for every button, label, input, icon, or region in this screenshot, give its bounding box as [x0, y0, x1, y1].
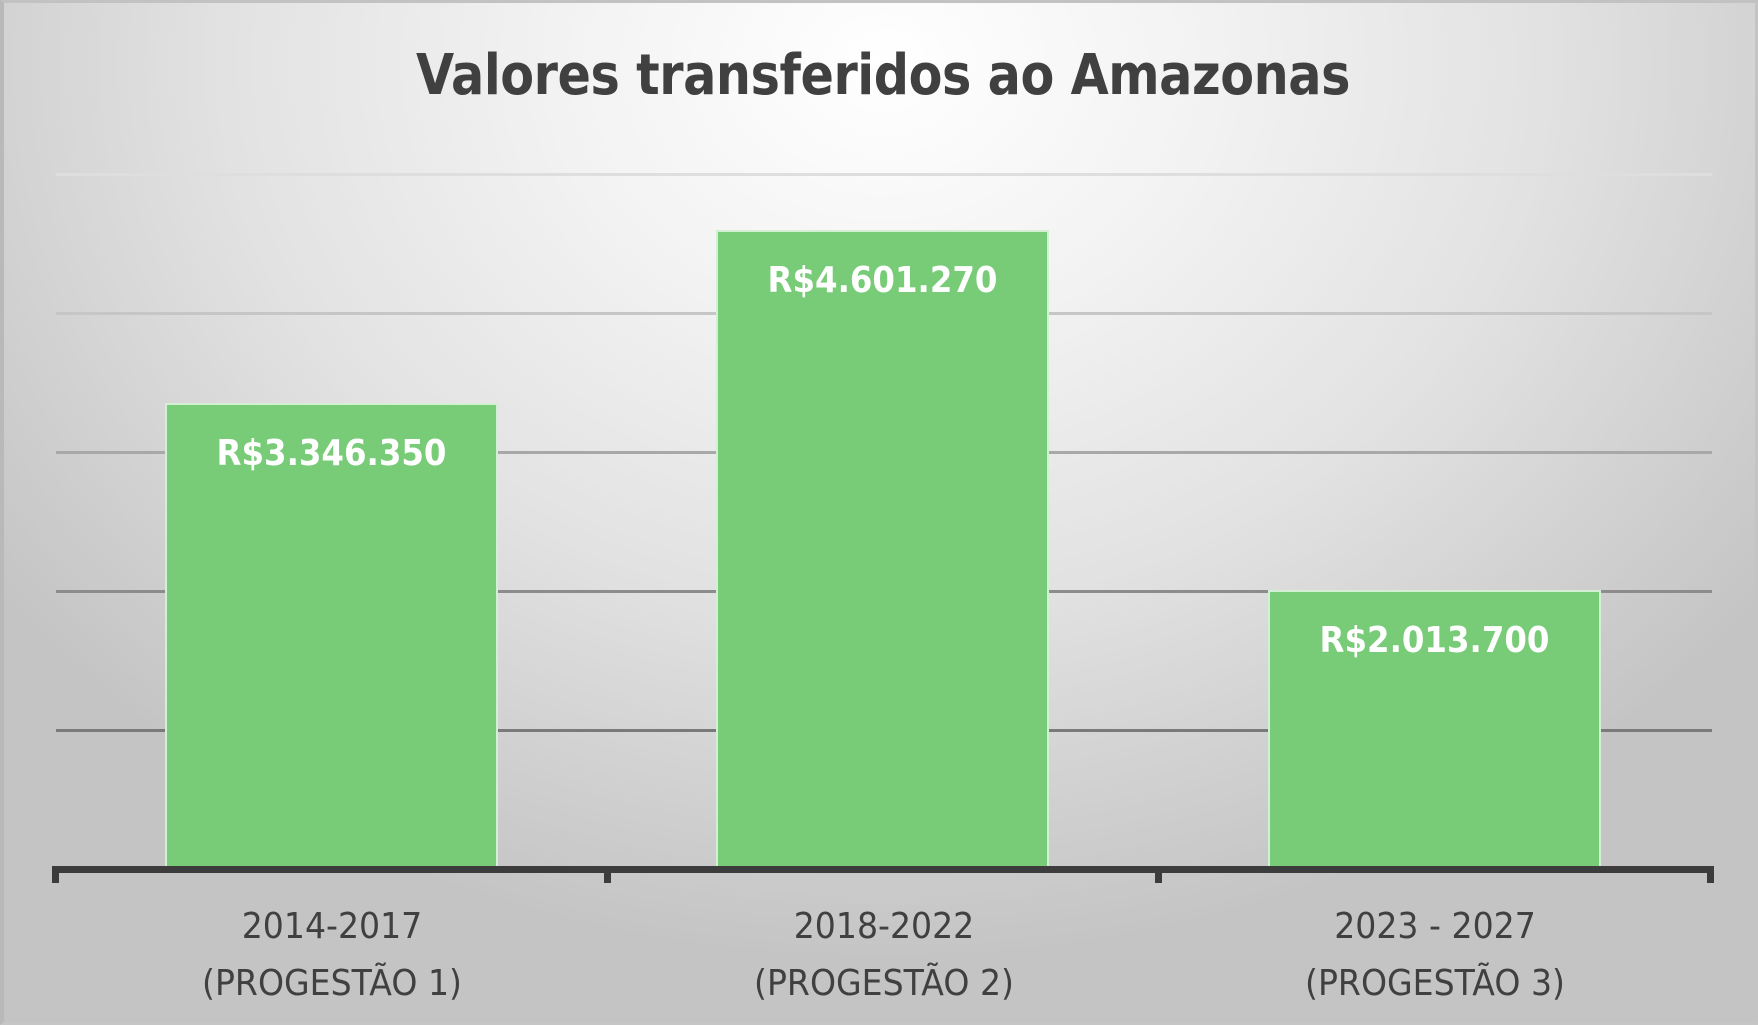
- axis-tick: [604, 866, 611, 883]
- axis-tick: [52, 866, 59, 883]
- bar-progestao-2[interactable]: R$4.601.270: [716, 230, 1049, 869]
- category-program: (PROGESTÃO 2): [754, 963, 1014, 1004]
- data-label: R$4.601.270: [767, 260, 998, 301]
- plot-area: R$3.346.350 R$4.601.270 R$2.013.700: [56, 173, 1712, 869]
- category-program: (PROGESTÃO 1): [202, 963, 462, 1004]
- category-label-1: 2014-2017 (PROGESTÃO 1): [56, 898, 608, 1012]
- category-label-2: 2018-2022 (PROGESTÃO 2): [608, 898, 1160, 1012]
- category-period: 2014-2017: [241, 906, 423, 947]
- chart-title: Valores transferidos ao Amazonas: [415, 43, 1351, 108]
- bar-progestao-3[interactable]: R$2.013.700: [1268, 590, 1601, 869]
- category-period: 2018-2022: [793, 906, 975, 947]
- axis-tick: [1155, 866, 1162, 883]
- data-label: R$3.346.350: [216, 433, 447, 474]
- axis-tick: [1707, 866, 1714, 883]
- category-period: 2023 - 2027: [1334, 906, 1536, 947]
- category-label-3: 2023 - 2027 (PROGESTÃO 3): [1159, 898, 1711, 1012]
- category-program: (PROGESTÃO 3): [1305, 963, 1565, 1004]
- category-axis: [52, 866, 1714, 873]
- data-label: R$2.013.700: [1319, 620, 1550, 661]
- bar-progestao-1[interactable]: R$3.346.350: [165, 403, 498, 869]
- gridline-5m: [56, 173, 1712, 176]
